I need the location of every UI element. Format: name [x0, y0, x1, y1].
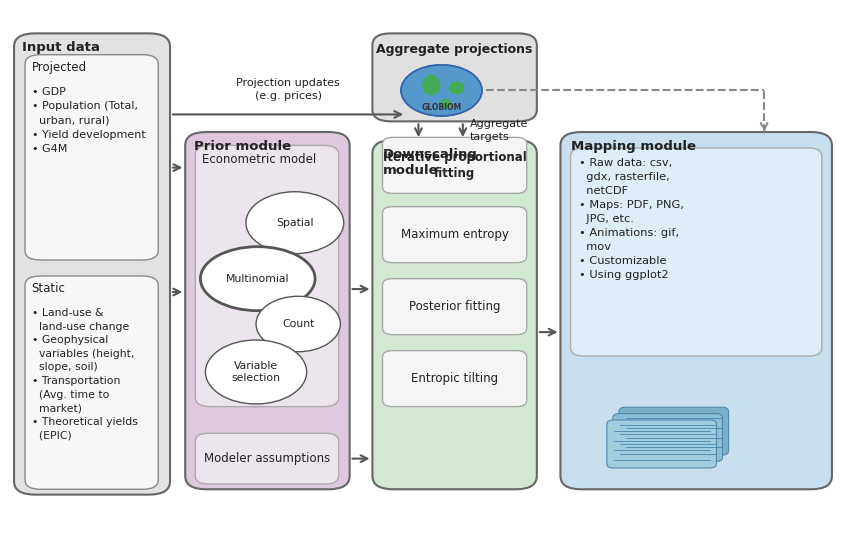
Ellipse shape [439, 99, 452, 109]
Text: Aggregate
targets: Aggregate targets [470, 119, 528, 142]
Text: Iterative proportional
fitting: Iterative proportional fitting [382, 151, 526, 180]
Text: Aggregate projections: Aggregate projections [376, 43, 533, 56]
FancyBboxPatch shape [382, 351, 527, 407]
FancyBboxPatch shape [185, 132, 349, 489]
Text: Entropic tilting: Entropic tilting [411, 372, 498, 385]
FancyBboxPatch shape [25, 276, 158, 489]
FancyBboxPatch shape [607, 420, 717, 468]
Ellipse shape [449, 81, 464, 94]
Text: Downscaling
module: Downscaling module [382, 148, 477, 177]
Text: Mapping module: Mapping module [570, 140, 695, 153]
Text: Static: Static [32, 282, 66, 295]
Text: • GDP
• Population (Total,
  urban, rural)
• Yield development
• G4M: • GDP • Population (Total, urban, rural)… [32, 87, 146, 154]
Ellipse shape [201, 247, 315, 311]
Text: Projected: Projected [32, 61, 87, 74]
FancyBboxPatch shape [613, 414, 722, 461]
Text: Modeler assumptions: Modeler assumptions [204, 452, 330, 465]
Ellipse shape [256, 296, 340, 352]
Ellipse shape [206, 340, 306, 404]
Text: Posterior fitting: Posterior fitting [409, 300, 500, 313]
Text: Count: Count [282, 319, 315, 329]
FancyBboxPatch shape [619, 407, 728, 455]
FancyBboxPatch shape [372, 140, 537, 489]
Text: GLOBIOM: GLOBIOM [421, 103, 462, 112]
Text: Input data: Input data [23, 41, 101, 54]
Text: Variable
selection: Variable selection [232, 361, 281, 383]
FancyBboxPatch shape [195, 145, 338, 407]
FancyBboxPatch shape [570, 148, 821, 356]
FancyBboxPatch shape [372, 33, 537, 121]
Text: Spatial: Spatial [276, 218, 314, 228]
Circle shape [401, 65, 482, 116]
Text: Prior module: Prior module [194, 140, 291, 153]
FancyBboxPatch shape [560, 132, 832, 489]
Text: Econometric model: Econometric model [202, 153, 316, 166]
FancyBboxPatch shape [14, 33, 170, 495]
Text: • Raw data: csv,
  gdx, rasterfile,
  netCDF
• Maps: PDF, PNG,
  JPG, etc.
• Ani: • Raw data: csv, gdx, rasterfile, netCDF… [579, 158, 684, 280]
FancyBboxPatch shape [382, 279, 527, 334]
FancyBboxPatch shape [195, 433, 338, 484]
FancyBboxPatch shape [382, 207, 527, 263]
Text: • Land-use &
  land-use change
• Geophysical
  variables (height,
  slope, soil): • Land-use & land-use change • Geophysic… [32, 308, 138, 441]
Text: Multinomial: Multinomial [226, 274, 289, 284]
FancyBboxPatch shape [25, 55, 158, 260]
Ellipse shape [422, 75, 441, 95]
Text: Projection updates
(e.g. prices): Projection updates (e.g. prices) [236, 78, 340, 101]
FancyBboxPatch shape [382, 137, 527, 193]
Text: Maximum entropy: Maximum entropy [401, 228, 508, 241]
Ellipse shape [246, 192, 343, 254]
